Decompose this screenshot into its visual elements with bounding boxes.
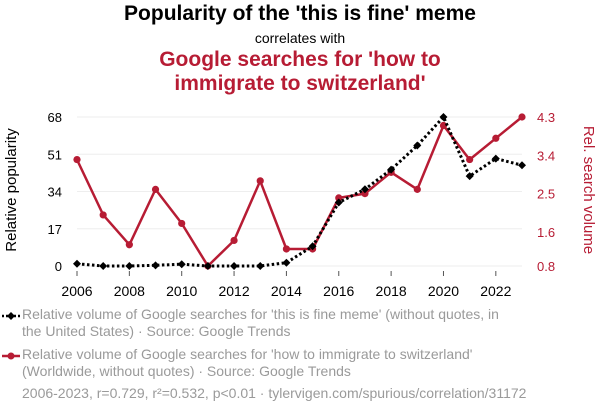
left-tick-label: 0	[55, 259, 62, 274]
meme-popularity-point	[125, 262, 134, 270]
meme-popularity-point	[334, 198, 343, 207]
search-volume-point	[73, 155, 81, 164]
right-axis-label: Rel. search volume	[580, 126, 597, 254]
meme-popularity-point	[177, 260, 186, 269]
x-tick-label: 2008	[114, 283, 145, 299]
right-tick-label: 2.5	[537, 187, 555, 202]
meme-popularity-line	[76, 115, 523, 268]
chart-title: Popularity of the 'this is fine' meme	[124, 2, 476, 25]
legend-swatch-red	[2, 352, 20, 360]
x-tick-label: 2010	[166, 283, 197, 299]
x-tick-label: 2022	[480, 283, 511, 299]
left-axis-ticks: 0 17 34 51 68	[48, 110, 62, 274]
search-volume-point	[413, 185, 421, 193]
legend-item-meme: Relative volume of Google searches for '…	[0, 306, 600, 346]
left-tick-label: 51	[48, 147, 62, 162]
series-search-volume	[73, 113, 526, 270]
legend-text-switzerland: Relative volume of Google searches for '…	[22, 346, 473, 379]
correlates-with-text: correlates with	[254, 30, 346, 46]
meme-popularity-point	[203, 262, 212, 270]
x-tick-label: 2020	[428, 283, 459, 299]
meme-popularity-point	[387, 165, 396, 174]
search-volume-point	[335, 194, 343, 202]
legend-item-switzerland: Relative volume of Google searches for '…	[0, 346, 600, 386]
search-volume-point	[492, 134, 500, 142]
search-volume-point	[99, 211, 107, 219]
x-tick-label: 2016	[323, 283, 354, 299]
meme-popularity-point	[491, 154, 500, 163]
meme-popularity-point	[256, 262, 265, 270]
left-tick-label: 17	[48, 222, 62, 237]
x-tick-label: 2014	[271, 283, 302, 299]
footer-stats: 2006-2023, r=0.729, r²=0.532, p<0.01 · t…	[22, 385, 527, 401]
search-volume-point	[151, 185, 160, 193]
right-tick-label: 3.4	[537, 148, 555, 163]
search-volume-point	[230, 236, 238, 245]
series-meme-popularity	[73, 113, 526, 270]
meme-popularity-point	[151, 261, 160, 270]
meme-popularity-point	[73, 259, 81, 268]
subtitle-line-2: immigrate to switzerland'	[174, 72, 426, 95]
gridlines	[77, 116, 522, 267]
subtitle-line-1: Google searches for 'how to	[159, 48, 441, 71]
meme-popularity-point	[282, 258, 291, 267]
meme-popularity-point	[360, 185, 369, 194]
search-volume-point	[256, 177, 264, 185]
x-tick-label: 2006	[61, 283, 92, 299]
right-axis-ticks: 0.8 1.6 2.5 3.4 4.3	[537, 110, 555, 274]
search-volume-point	[361, 190, 369, 198]
search-volume-point	[518, 113, 526, 121]
search-volume-point	[125, 241, 133, 249]
search-volume-point	[282, 245, 291, 253]
x-tick-label: 2012	[218, 283, 249, 299]
x-axis-ticks: 2006 2008 2010 2012 2014 2016 2018 2020 2022	[61, 271, 512, 299]
search-volume-point	[178, 219, 186, 228]
right-tick-label: 4.3	[537, 110, 555, 125]
meme-popularity-point	[308, 242, 317, 251]
search-volume-line	[75, 116, 523, 268]
meme-popularity-point	[99, 262, 108, 270]
meme-popularity-point	[413, 141, 422, 150]
meme-popularity-point	[230, 262, 239, 270]
meme-popularity-point	[439, 113, 448, 121]
chart-subtitle: Google searches for 'how to immigrate to…	[0, 48, 600, 96]
left-tick-label: 68	[48, 110, 62, 125]
search-volume-point	[466, 155, 474, 164]
left-tick-label: 34	[48, 185, 62, 200]
right-tick-label: 0.8	[537, 259, 555, 274]
legend-text-meme: Relative volume of Google searches for '…	[22, 306, 499, 339]
x-tick-label: 2018	[376, 283, 407, 299]
left-axis-label: Relative popularity	[3, 128, 20, 252]
search-volume-point	[439, 121, 448, 130]
right-tick-label: 1.6	[537, 225, 555, 240]
legend-swatch-black	[2, 312, 20, 320]
meme-popularity-point	[465, 172, 474, 181]
meme-popularity-point	[518, 161, 526, 170]
